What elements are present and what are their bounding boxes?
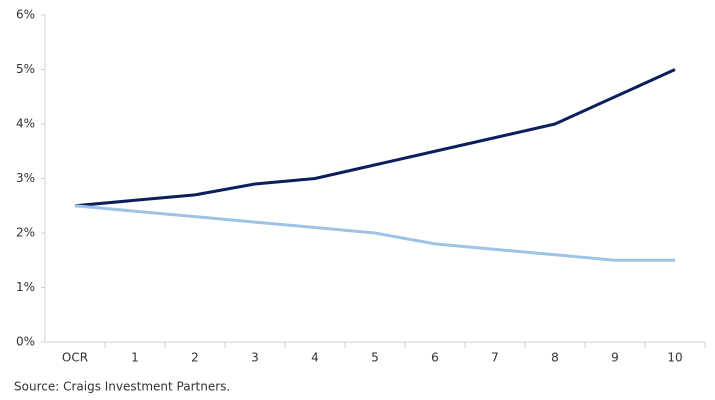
x-tick-label: OCR xyxy=(62,351,88,365)
x-tick-label: 2 xyxy=(191,351,199,365)
source-note: Source: Craigs Investment Partners. xyxy=(14,380,230,394)
x-tick-label: 9 xyxy=(611,351,619,365)
y-tick-label: 4% xyxy=(16,117,35,131)
x-tick-label: 4 xyxy=(311,351,319,365)
x-tick-label: 7 xyxy=(491,351,499,365)
x-tick-label: 10 xyxy=(667,351,682,365)
y-tick-label: 2% xyxy=(16,226,35,240)
x-tick-label: 3 xyxy=(251,351,259,365)
y-tick-label: 5% xyxy=(16,62,35,76)
y-tick-label: 0% xyxy=(16,335,35,349)
y-tick-label: 3% xyxy=(16,171,35,185)
series-line xyxy=(74,204,675,262)
y-tick-label: 6% xyxy=(16,8,35,22)
series-line xyxy=(74,68,676,208)
x-tick-label: 1 xyxy=(131,351,139,365)
y-tick-label: 1% xyxy=(16,280,35,294)
x-tick-label: 6 xyxy=(431,351,439,365)
x-tick-label: 8 xyxy=(551,351,559,365)
x-tick-label: 5 xyxy=(371,351,379,365)
